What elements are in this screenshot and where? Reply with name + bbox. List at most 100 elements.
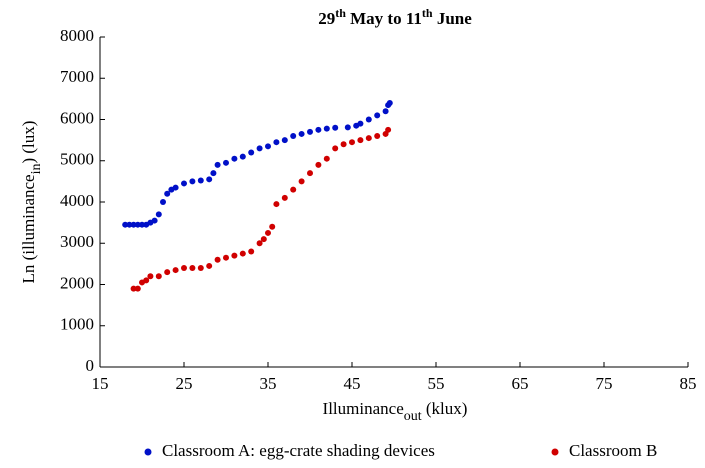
point bbox=[172, 267, 179, 274]
point bbox=[290, 186, 297, 193]
point bbox=[385, 126, 392, 133]
point bbox=[151, 217, 158, 224]
title-sup: th bbox=[335, 6, 346, 20]
point bbox=[307, 128, 313, 135]
point bbox=[332, 124, 339, 131]
point bbox=[197, 265, 204, 271]
point bbox=[223, 159, 229, 166]
point bbox=[164, 190, 171, 197]
point bbox=[139, 221, 145, 228]
point bbox=[265, 143, 271, 150]
y-tick-label: 6000 bbox=[60, 108, 94, 127]
y-tick-label: 8000 bbox=[60, 26, 94, 45]
x-tick-label: 45 bbox=[344, 374, 361, 393]
x-tick-label: 35 bbox=[260, 374, 277, 393]
x-label-part: Illuminance bbox=[323, 399, 404, 418]
point bbox=[181, 180, 187, 187]
point bbox=[134, 285, 141, 292]
title-part: 29 bbox=[318, 9, 335, 28]
point bbox=[143, 277, 150, 284]
point bbox=[130, 285, 137, 292]
point bbox=[172, 184, 179, 191]
point bbox=[281, 194, 288, 201]
y-tick-label: 5000 bbox=[60, 150, 94, 169]
point bbox=[273, 139, 280, 146]
point bbox=[323, 125, 330, 132]
y-tick-label: 0 bbox=[86, 356, 95, 375]
x-label-sub: out bbox=[404, 409, 422, 424]
point bbox=[365, 116, 372, 123]
y-tick-label: 7000 bbox=[60, 67, 94, 86]
point bbox=[281, 137, 288, 144]
point bbox=[155, 211, 162, 218]
x-axis-label: Illuminanceout (klux) bbox=[323, 399, 468, 424]
legend-marker bbox=[551, 448, 559, 456]
point bbox=[239, 153, 246, 160]
y-tick-label: 4000 bbox=[60, 191, 94, 210]
point bbox=[231, 155, 238, 162]
y-label-part: ) (lux) bbox=[19, 121, 38, 164]
legend-label: Classroom A: egg-crate shading devices bbox=[162, 441, 435, 460]
point bbox=[332, 145, 339, 152]
point bbox=[197, 177, 204, 184]
point bbox=[206, 176, 213, 183]
chart-title: 29th May to 11th June bbox=[318, 6, 472, 28]
point bbox=[239, 250, 246, 257]
point bbox=[231, 252, 238, 259]
point bbox=[273, 201, 280, 208]
point bbox=[374, 133, 381, 139]
point bbox=[357, 137, 364, 144]
point bbox=[374, 112, 381, 119]
point bbox=[307, 170, 313, 177]
title-part: May to 11 bbox=[346, 9, 422, 28]
x-tick-label: 75 bbox=[596, 374, 613, 393]
point bbox=[122, 221, 129, 228]
y-tick-label: 3000 bbox=[60, 232, 94, 251]
x-tick-label: 15 bbox=[92, 374, 109, 393]
point bbox=[210, 170, 217, 177]
point bbox=[315, 161, 322, 168]
point bbox=[248, 149, 255, 156]
point bbox=[147, 273, 154, 280]
point bbox=[382, 108, 389, 115]
y-label-part: Ln (illuminance bbox=[19, 174, 38, 283]
y-axis-label: Ln (illuminancein) (lux) bbox=[19, 121, 44, 284]
point bbox=[214, 256, 221, 263]
point bbox=[134, 221, 141, 228]
point bbox=[160, 199, 166, 205]
point bbox=[365, 135, 372, 142]
title-sup: th bbox=[422, 6, 433, 20]
x-tick-label: 65 bbox=[512, 374, 529, 393]
point bbox=[340, 141, 347, 148]
point bbox=[214, 161, 221, 168]
point bbox=[357, 120, 364, 127]
x-tick-label: 55 bbox=[428, 374, 445, 393]
y-tick-label: 2000 bbox=[60, 273, 94, 292]
point bbox=[260, 236, 267, 243]
point bbox=[130, 221, 137, 228]
y-label-sub: in bbox=[29, 164, 44, 175]
legend-label: Classroom B bbox=[569, 441, 657, 460]
point bbox=[155, 273, 162, 280]
point bbox=[298, 178, 305, 185]
point bbox=[248, 248, 255, 255]
point bbox=[349, 139, 355, 146]
point bbox=[256, 240, 263, 247]
point bbox=[256, 145, 263, 152]
point bbox=[269, 223, 276, 230]
point bbox=[298, 130, 305, 137]
point bbox=[223, 254, 229, 261]
point bbox=[189, 178, 196, 185]
point bbox=[206, 262, 213, 269]
legend-marker bbox=[144, 448, 152, 456]
point bbox=[323, 155, 330, 162]
point bbox=[290, 133, 297, 139]
point bbox=[189, 265, 196, 271]
point bbox=[164, 269, 171, 276]
point bbox=[265, 229, 271, 236]
point bbox=[386, 100, 393, 106]
y-tick-label: 1000 bbox=[60, 315, 94, 334]
x-tick-label: 85 bbox=[680, 374, 697, 393]
title-part: June bbox=[433, 9, 473, 28]
